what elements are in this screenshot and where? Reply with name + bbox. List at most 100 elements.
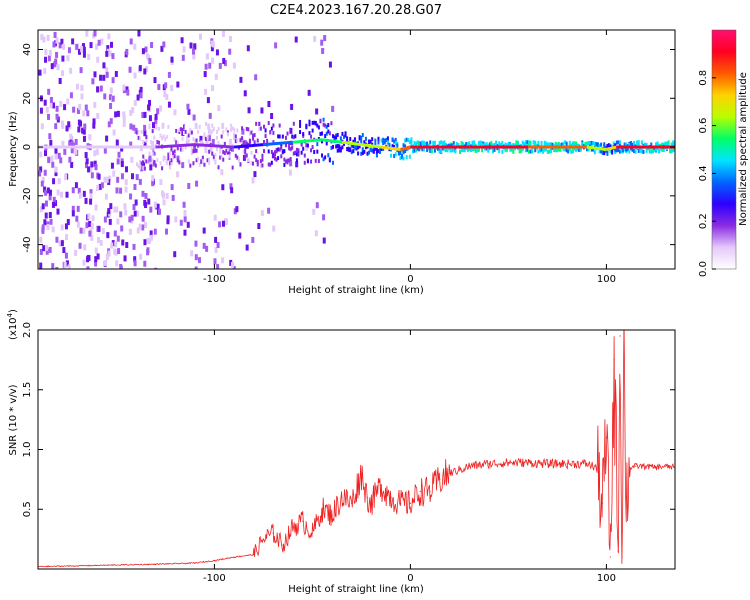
band-cell — [295, 147, 298, 152]
band-cell — [168, 151, 171, 156]
band-cell — [617, 140, 620, 145]
band-cell — [209, 130, 212, 135]
noise-cell — [59, 157, 63, 164]
snr-x-ticks: -100 0 100 — [203, 330, 616, 584]
noise-cell — [144, 46, 148, 53]
band-cell — [311, 128, 314, 133]
band-cell — [292, 151, 295, 156]
band-cell — [379, 146, 382, 151]
band-cell — [244, 150, 247, 155]
snr-point — [596, 466, 598, 469]
snr-point — [380, 484, 382, 486]
noise-cell — [321, 47, 325, 54]
band-cell — [194, 138, 197, 143]
y-tick-label: 20 — [22, 92, 33, 105]
band-cell — [302, 146, 305, 151]
band-cell — [545, 142, 548, 147]
noise-cell — [121, 239, 125, 246]
band-cell — [222, 150, 225, 155]
band-cell — [264, 134, 267, 139]
noise-cell — [119, 187, 123, 194]
band-cell — [217, 140, 220, 145]
band-cell — [422, 147, 425, 152]
band-cell — [523, 142, 526, 147]
band-cell — [614, 143, 617, 148]
noise-cell — [164, 82, 168, 89]
band-cell — [239, 138, 242, 143]
band-cell — [159, 161, 162, 166]
colorbar-tick-label: 0.6 — [698, 118, 709, 134]
band-cell — [524, 142, 527, 147]
noise-cell — [54, 170, 58, 177]
noise-cell — [171, 194, 175, 201]
band-cell — [593, 141, 596, 146]
band-cell — [300, 142, 303, 147]
band-cell — [338, 148, 341, 153]
noise-cell — [214, 247, 218, 254]
band-cell — [280, 154, 283, 159]
noise-cell — [51, 161, 55, 168]
band-cell — [433, 140, 436, 145]
band-cell — [374, 146, 377, 151]
noise-cell — [135, 174, 139, 181]
noise-cell — [70, 140, 74, 147]
snr-point — [654, 466, 657, 469]
noise-cell — [183, 229, 187, 236]
noise-cell — [117, 151, 121, 158]
noise-cell — [46, 34, 50, 41]
band-cell — [466, 143, 469, 148]
noise-cell — [62, 247, 66, 254]
band-cell — [633, 142, 636, 147]
band-cell — [230, 146, 233, 151]
noise-cell — [288, 169, 292, 176]
noise-cell — [40, 123, 44, 130]
noise-cell — [149, 230, 153, 237]
band-cell — [612, 141, 615, 146]
noise-cell — [90, 222, 94, 229]
noise-cell — [136, 210, 140, 217]
band-cell — [277, 134, 280, 139]
band-cell — [615, 148, 618, 153]
noise-cell — [116, 176, 120, 183]
band-cell — [438, 141, 441, 146]
band-cell — [669, 149, 672, 154]
noise-cell — [38, 170, 42, 177]
band-cell — [562, 142, 565, 147]
band-cell — [190, 146, 193, 151]
band-cell — [186, 139, 189, 144]
noise-cell — [149, 159, 153, 166]
noise-cell — [136, 94, 140, 101]
band-cell — [289, 157, 292, 162]
noise-cell — [38, 69, 42, 76]
noise-cell — [130, 214, 134, 221]
noise-cell — [39, 107, 43, 114]
noise-cell — [207, 123, 211, 130]
band-cell — [394, 152, 397, 157]
snr-point — [507, 462, 509, 464]
noise-cell — [57, 152, 61, 159]
snr-point — [321, 508, 323, 510]
figure-title: C2E4.2023.167.20.28.G07 — [270, 3, 442, 18]
band-cell — [184, 129, 187, 134]
band-cell — [339, 136, 342, 141]
band-cell — [201, 155, 204, 160]
noise-cell — [89, 42, 93, 49]
noise-cell — [42, 36, 46, 43]
noise-cell — [257, 223, 261, 230]
band-cell — [306, 159, 309, 164]
y-tick-label: -20 — [22, 188, 33, 204]
band-cell — [565, 142, 568, 147]
band-cell — [248, 131, 251, 136]
band-cell — [267, 149, 270, 154]
band-cell — [383, 138, 386, 143]
band-cell — [672, 148, 675, 153]
band-cell — [230, 123, 233, 128]
band-cell — [372, 149, 375, 154]
noise-cell — [88, 230, 92, 237]
band-cell — [534, 148, 537, 153]
band-cell — [551, 142, 554, 147]
band-cell — [339, 146, 342, 151]
snr-point — [253, 554, 255, 556]
noise-cell — [51, 201, 55, 208]
band-cell — [214, 160, 217, 165]
